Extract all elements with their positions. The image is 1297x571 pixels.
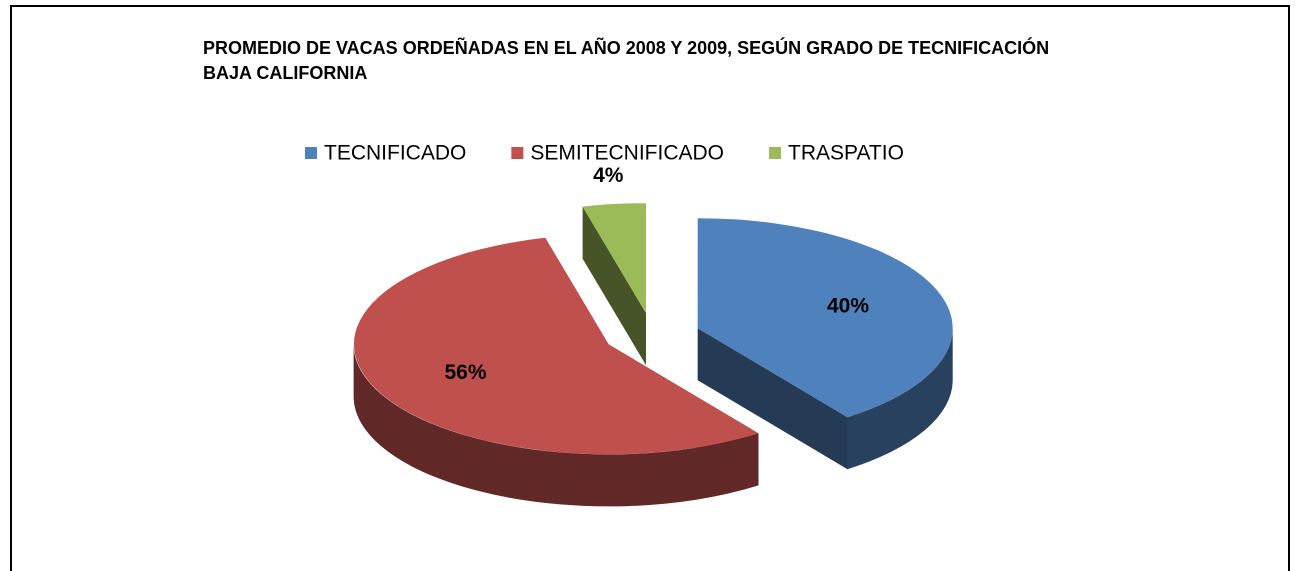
data-label: 56% (444, 361, 486, 384)
chart-title-block: PROMEDIO DE VACAS ORDEÑADAS EN EL AÑO 20… (203, 36, 1123, 86)
data-label: 40% (827, 295, 869, 318)
legend-swatch (769, 147, 782, 159)
data-label: 4% (593, 164, 624, 187)
legend-label: TECNIFICADO (324, 142, 466, 165)
pie-slice (697, 218, 953, 418)
slice-cut-face (697, 328, 848, 470)
chart-title: PROMEDIO DE VACAS ORDEÑADAS EN EL AÑO 20… (203, 38, 1050, 58)
pie-slice (353, 237, 759, 455)
chart-subtitle: BAJA CALIFORNIA (203, 63, 368, 83)
legend-label: SEMITECNIFICADO (530, 142, 724, 165)
legend-label: TRASPATIO (788, 142, 904, 165)
pie-slice (582, 203, 646, 314)
legend-swatch (511, 147, 524, 159)
slice-side (353, 344, 759, 507)
legend-swatch (305, 147, 317, 159)
slice-cut-face (582, 206, 646, 366)
chart-border (10, 5, 1290, 571)
slice-side (847, 328, 953, 470)
